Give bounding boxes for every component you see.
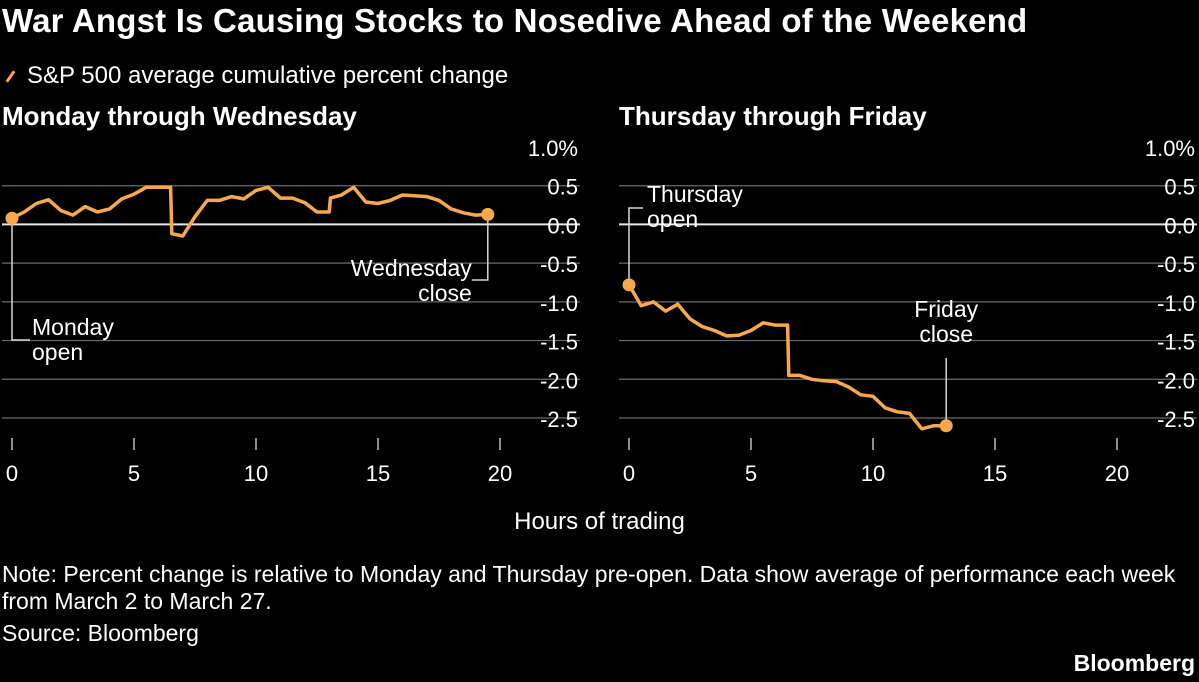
annotation-label: close <box>418 280 472 306</box>
annotation-label: open <box>647 206 698 232</box>
legend-label: S&P 500 average cumulative percent chang… <box>27 62 509 89</box>
y-tick-label: -2.0 <box>1157 368 1195 393</box>
x-tick-label: 20 <box>488 461 512 486</box>
series-line <box>627 283 948 431</box>
annotation-marker <box>5 211 19 225</box>
annotation-label: open <box>32 339 83 365</box>
x-tick-label: 15 <box>983 461 1007 486</box>
y-tick-label: 0.5 <box>1164 175 1195 200</box>
y-tick-label: -1.5 <box>1157 330 1195 355</box>
x-tick-label: 0 <box>623 461 635 486</box>
y-tick-label: -2.0 <box>540 368 578 393</box>
x-tick-label: 15 <box>366 461 390 486</box>
y-tick-label: -2.5 <box>1157 407 1195 432</box>
brand-logo: Bloomberg <box>1073 650 1195 676</box>
x-tick-label: 5 <box>745 461 757 486</box>
chart-title: War Angst Is Causing Stocks to Nosedive … <box>2 2 1028 39</box>
x-tick-label: 5 <box>128 461 140 486</box>
legend: S&P 500 average cumulative percent chang… <box>4 62 508 90</box>
y-tick-label: 0.0 <box>547 213 578 238</box>
y-tick-label: -2.5 <box>540 407 578 432</box>
annotation-label: Thursday <box>647 181 743 207</box>
annotation-label: Wednesday <box>351 255 473 281</box>
annotation-leader <box>471 214 489 281</box>
x-tick-label: 20 <box>1105 461 1129 486</box>
x-tick-label: 10 <box>861 461 885 486</box>
series-line <box>10 185 490 238</box>
y-tick-label: -0.5 <box>1157 252 1195 277</box>
annotation-marker <box>481 207 495 221</box>
annotation-label: Friday <box>914 296 978 322</box>
x-tick-label: 0 <box>6 461 18 486</box>
panel-title-left: Monday through Wednesday <box>2 101 357 131</box>
x-tick-label: 10 <box>244 461 268 486</box>
chart-source: Source: Bloomberg <box>2 620 199 646</box>
annotation-label: Monday <box>32 314 114 340</box>
y-tick-label: 0.5 <box>547 175 578 200</box>
y-tick-label: -1.0 <box>1157 291 1195 316</box>
annotation-marker <box>939 419 953 433</box>
y-tick-label: 1.0% <box>528 136 578 161</box>
annotation-leader <box>11 218 30 341</box>
y-tick-label: -1.5 <box>540 330 578 355</box>
y-tick-label: 0.0 <box>1164 213 1195 238</box>
y-tick-label: -1.0 <box>540 291 578 316</box>
annotation-leader <box>628 207 643 285</box>
panel-title-right: Thursday through Friday <box>619 101 927 131</box>
annotation-marker <box>622 278 636 292</box>
annotation-label: close <box>919 321 973 347</box>
x-axis-label: Hours of trading <box>514 508 685 535</box>
chart-note: Note: Percent change is relative to Mond… <box>2 561 1176 614</box>
y-tick-label: 1.0% <box>1145 136 1195 161</box>
y-tick-label: -0.5 <box>540 252 578 277</box>
